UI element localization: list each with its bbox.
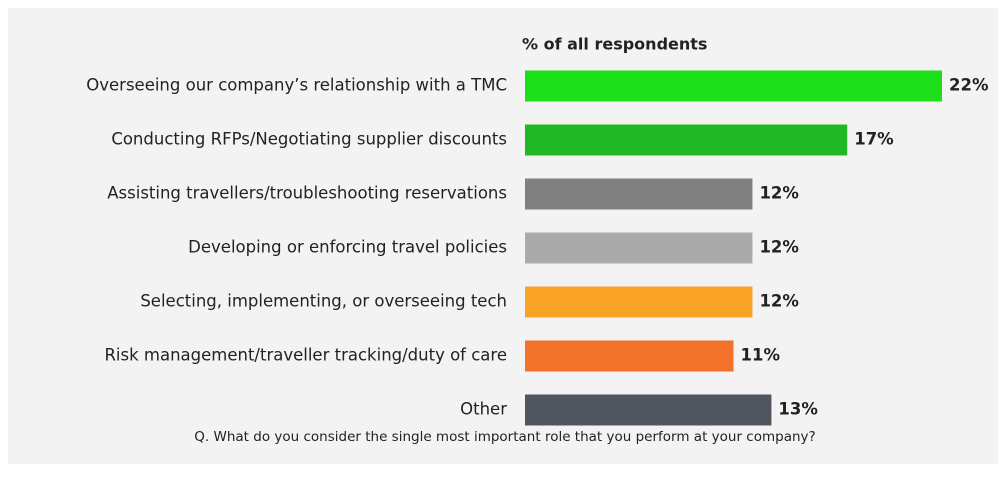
category-label: Other [460, 400, 507, 419]
category-label: Selecting, implementing, or overseeing t… [140, 292, 507, 311]
category-label: Assisting travellers/troubleshooting res… [107, 184, 507, 203]
value-label: 12% [759, 238, 799, 257]
bar [525, 394, 772, 426]
category-label: Conducting RFPs/Negotiating supplier dis… [111, 130, 507, 149]
value-label: 12% [759, 292, 799, 311]
bar [525, 286, 753, 318]
chart-note: Q. What do you consider the single most … [194, 429, 815, 445]
category-label: Overseeing our company’s relationship wi… [86, 76, 507, 95]
value-label: 22% [949, 76, 989, 95]
bar [525, 232, 753, 264]
bar [525, 124, 848, 156]
value-label: 13% [778, 400, 818, 419]
chart-subtitle: % of all respondents [522, 35, 707, 54]
value-label: 12% [759, 184, 799, 203]
category-label: Developing or enforcing travel policies [188, 238, 507, 257]
bar [525, 340, 734, 372]
value-label: 17% [854, 130, 894, 149]
bar [525, 178, 753, 210]
bar [525, 70, 942, 102]
value-label: 11% [741, 346, 781, 365]
category-label: Risk management/traveller tracking/duty … [104, 346, 507, 365]
